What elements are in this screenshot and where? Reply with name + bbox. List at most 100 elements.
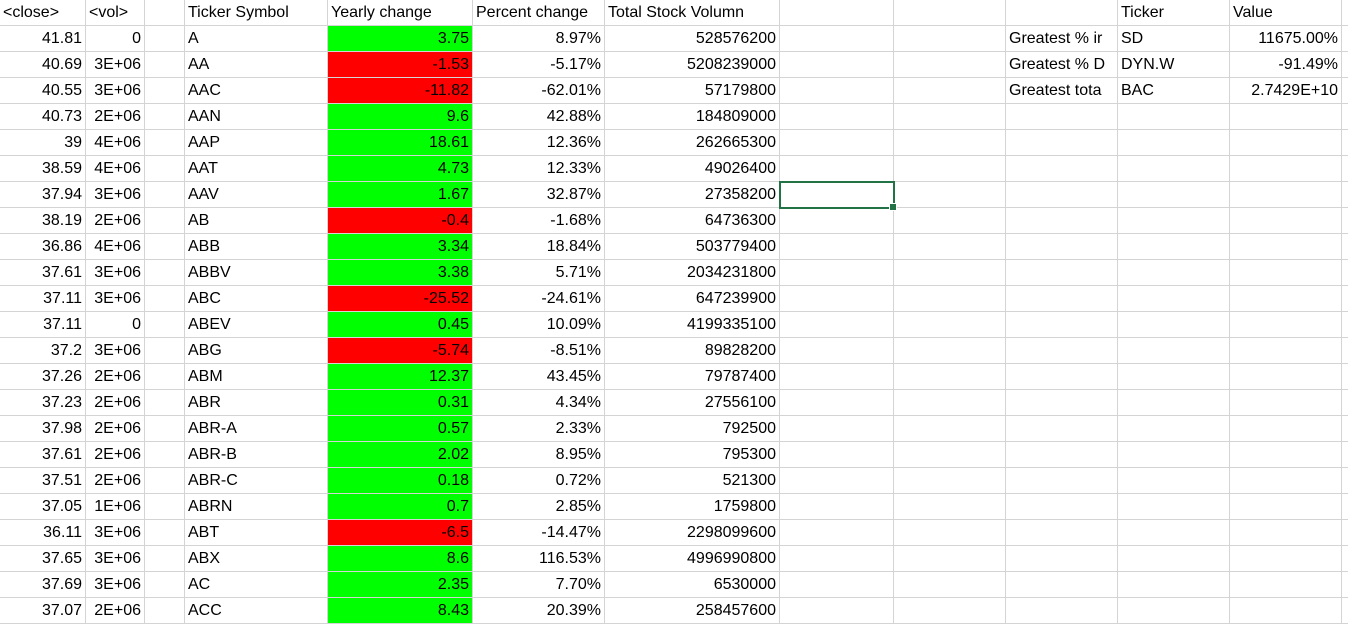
close-cell[interactable]: 37.23 bbox=[0, 390, 86, 416]
empty-cell[interactable] bbox=[1342, 78, 1348, 104]
empty-cell[interactable] bbox=[1230, 260, 1342, 286]
empty-cell[interactable] bbox=[1006, 364, 1118, 390]
empty-cell[interactable] bbox=[894, 598, 1006, 624]
empty-cell[interactable] bbox=[1118, 442, 1230, 468]
summary-ticker-cell[interactable]: SD bbox=[1118, 26, 1230, 52]
empty-cell[interactable] bbox=[145, 0, 185, 26]
total-volume-cell[interactable]: 6530000 bbox=[605, 572, 780, 598]
empty-cell[interactable] bbox=[780, 416, 894, 442]
ticker-symbol-cell[interactable]: ABX bbox=[185, 546, 328, 572]
empty-cell[interactable] bbox=[1118, 338, 1230, 364]
vol-cell[interactable]: 2E+06 bbox=[86, 442, 145, 468]
empty-cell[interactable] bbox=[1006, 572, 1118, 598]
empty-cell[interactable] bbox=[1342, 26, 1348, 52]
empty-cell[interactable] bbox=[1006, 182, 1118, 208]
empty-cell[interactable] bbox=[145, 416, 185, 442]
yearly-change-cell[interactable]: 1.67 bbox=[328, 182, 473, 208]
yearly-change-cell[interactable]: 0.7 bbox=[328, 494, 473, 520]
empty-cell[interactable] bbox=[1342, 156, 1348, 182]
yearly-change-cell[interactable]: 0.45 bbox=[328, 312, 473, 338]
close-cell[interactable]: 36.11 bbox=[0, 520, 86, 546]
empty-cell[interactable] bbox=[894, 260, 1006, 286]
percent-change-cell[interactable]: 43.45% bbox=[473, 364, 605, 390]
empty-cell[interactable] bbox=[894, 182, 1006, 208]
summary-label-cell[interactable]: Greatest % ir bbox=[1006, 26, 1118, 52]
vol-cell[interactable]: 4E+06 bbox=[86, 234, 145, 260]
empty-cell[interactable] bbox=[780, 52, 894, 78]
empty-cell[interactable] bbox=[894, 442, 1006, 468]
percent-change-cell[interactable]: 32.87% bbox=[473, 182, 605, 208]
empty-cell[interactable] bbox=[1230, 286, 1342, 312]
yearly-change-cell[interactable]: 2.35 bbox=[328, 572, 473, 598]
empty-cell[interactable] bbox=[894, 0, 1006, 26]
percent-change-cell[interactable]: 2.85% bbox=[473, 494, 605, 520]
empty-cell[interactable] bbox=[1006, 416, 1118, 442]
vol-cell[interactable]: 2E+06 bbox=[86, 104, 145, 130]
ticker-symbol-cell[interactable]: ABRN bbox=[185, 494, 328, 520]
empty-cell[interactable] bbox=[1230, 234, 1342, 260]
empty-cell[interactable] bbox=[894, 78, 1006, 104]
empty-cell[interactable] bbox=[1342, 104, 1348, 130]
empty-cell[interactable] bbox=[780, 572, 894, 598]
empty-cell[interactable] bbox=[780, 442, 894, 468]
empty-cell[interactable] bbox=[1342, 0, 1348, 26]
empty-cell[interactable] bbox=[1230, 572, 1342, 598]
ticker-symbol-cell[interactable]: AAV bbox=[185, 182, 328, 208]
empty-cell[interactable] bbox=[780, 156, 894, 182]
percent-change-cell[interactable]: 4.34% bbox=[473, 390, 605, 416]
empty-cell[interactable] bbox=[894, 416, 1006, 442]
yearly-change-cell[interactable]: 3.34 bbox=[328, 234, 473, 260]
ticker-symbol-cell[interactable]: ABEV bbox=[185, 312, 328, 338]
empty-cell[interactable] bbox=[1118, 598, 1230, 624]
empty-cell[interactable] bbox=[1006, 234, 1118, 260]
close-cell[interactable]: 38.59 bbox=[0, 156, 86, 182]
empty-cell[interactable] bbox=[780, 0, 894, 26]
close-cell[interactable]: 37.51 bbox=[0, 468, 86, 494]
total-volume-cell[interactable]: 57179800 bbox=[605, 78, 780, 104]
total-volume-cell[interactable]: 2298099600 bbox=[605, 520, 780, 546]
total-volume-cell[interactable]: 79787400 bbox=[605, 364, 780, 390]
empty-cell[interactable] bbox=[145, 156, 185, 182]
summary-value-cell[interactable]: 2.7429E+10 bbox=[1230, 78, 1342, 104]
empty-cell[interactable] bbox=[894, 156, 1006, 182]
empty-cell[interactable] bbox=[894, 52, 1006, 78]
empty-cell[interactable] bbox=[1118, 364, 1230, 390]
total-volume-cell[interactable]: 184809000 bbox=[605, 104, 780, 130]
vol-cell[interactable]: 3E+06 bbox=[86, 572, 145, 598]
empty-cell[interactable] bbox=[1342, 260, 1348, 286]
vol-cell[interactable]: 3E+06 bbox=[86, 286, 145, 312]
total-volume-cell[interactable]: 27358200 bbox=[605, 182, 780, 208]
empty-cell[interactable] bbox=[145, 234, 185, 260]
empty-cell[interactable] bbox=[1118, 468, 1230, 494]
ticker-symbol-cell[interactable]: ABR-A bbox=[185, 416, 328, 442]
empty-cell[interactable] bbox=[1342, 182, 1348, 208]
yearly-change-cell[interactable]: 4.73 bbox=[328, 156, 473, 182]
percent-change-cell[interactable]: 20.39% bbox=[473, 598, 605, 624]
header-summary-value[interactable]: Value bbox=[1230, 0, 1342, 26]
empty-cell[interactable] bbox=[1342, 546, 1348, 572]
total-volume-cell[interactable]: 647239900 bbox=[605, 286, 780, 312]
empty-cell[interactable] bbox=[1230, 130, 1342, 156]
close-cell[interactable]: 38.19 bbox=[0, 208, 86, 234]
yearly-change-cell[interactable]: -6.5 bbox=[328, 520, 473, 546]
total-volume-cell[interactable]: 795300 bbox=[605, 442, 780, 468]
empty-cell[interactable] bbox=[1006, 442, 1118, 468]
empty-cell[interactable] bbox=[894, 104, 1006, 130]
close-cell[interactable]: 37.11 bbox=[0, 286, 86, 312]
empty-cell[interactable] bbox=[1118, 234, 1230, 260]
empty-cell[interactable] bbox=[780, 338, 894, 364]
empty-cell[interactable] bbox=[1230, 468, 1342, 494]
empty-cell[interactable] bbox=[1342, 442, 1348, 468]
empty-cell[interactable] bbox=[145, 572, 185, 598]
close-cell[interactable]: 37.2 bbox=[0, 338, 86, 364]
vol-cell[interactable]: 2E+06 bbox=[86, 390, 145, 416]
empty-cell[interactable] bbox=[1006, 286, 1118, 312]
empty-cell[interactable] bbox=[145, 182, 185, 208]
close-cell[interactable]: 40.73 bbox=[0, 104, 86, 130]
close-cell[interactable]: 37.94 bbox=[0, 182, 86, 208]
empty-cell[interactable] bbox=[145, 520, 185, 546]
percent-change-cell[interactable]: 7.70% bbox=[473, 572, 605, 598]
ticker-symbol-cell[interactable]: ABBV bbox=[185, 260, 328, 286]
empty-cell[interactable] bbox=[1342, 390, 1348, 416]
